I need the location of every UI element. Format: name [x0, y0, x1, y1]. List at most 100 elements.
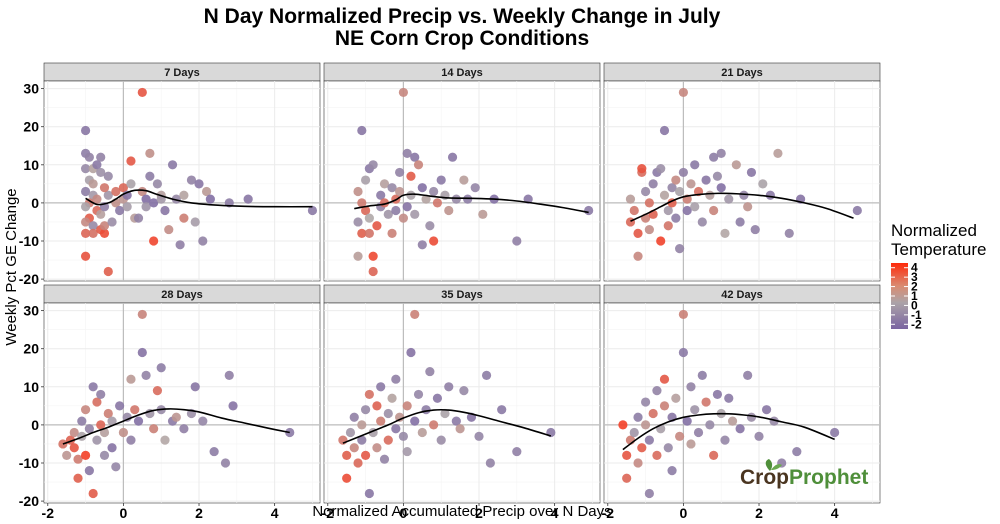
data-point: [792, 446, 802, 457]
legend-title-line1: Normalized: [891, 221, 977, 240]
logo-crop: Crop: [740, 466, 789, 489]
data-point: [126, 156, 136, 166]
y-tick-label: 0: [31, 195, 39, 211]
data-point: [402, 401, 412, 411]
data-point: [705, 190, 715, 200]
data-point: [686, 179, 696, 189]
data-point: [96, 420, 106, 430]
data-point: [701, 175, 711, 185]
data-point: [376, 190, 386, 200]
data-point: [398, 213, 408, 223]
data-point: [353, 251, 363, 261]
data-point: [122, 202, 132, 212]
data-point: [84, 466, 94, 476]
data-point: [716, 183, 726, 193]
data-point: [84, 152, 94, 162]
data-point: [149, 198, 159, 208]
data-point: [103, 171, 113, 181]
data-point: [99, 221, 110, 231]
data-point: [432, 198, 443, 208]
data-point: [357, 125, 367, 136]
data-point: [360, 405, 371, 415]
data-point: [364, 389, 374, 400]
legend-tick-label: 3: [911, 270, 918, 284]
data-point: [349, 443, 359, 453]
data-point: [92, 194, 102, 204]
data-point: [111, 186, 121, 197]
data-point: [652, 386, 662, 396]
smooth-trend-line: [630, 192, 854, 222]
data-point: [720, 228, 730, 238]
panel-5: 35 Days -2 0 2 4: [322, 284, 601, 521]
data-point: [758, 179, 768, 189]
data-point: [727, 416, 738, 426]
data-point: [198, 236, 208, 246]
x-tick-label: 2: [475, 505, 483, 521]
data-point: [307, 205, 318, 216]
cropprophet-logo: CropProphet: [740, 459, 868, 489]
data-point: [640, 397, 651, 407]
legend-tick-label: -2: [911, 317, 922, 331]
data-point: [103, 190, 113, 200]
data-point: [451, 194, 461, 204]
data-point: [342, 473, 352, 483]
data-point: [137, 186, 147, 197]
panel-2: 14 Days: [323, 62, 601, 282]
data-point: [149, 236, 159, 246]
data-point: [663, 443, 673, 453]
data-point: [425, 221, 435, 231]
data-point: [644, 435, 654, 445]
data-point: [391, 374, 401, 384]
data-point: [198, 416, 208, 426]
data-point: [391, 205, 401, 216]
data-point: [675, 431, 685, 441]
y-tick-label: -10: [19, 455, 39, 471]
facet-label: 42 Days: [721, 289, 763, 301]
data-point: [413, 160, 424, 170]
data-point: [633, 228, 643, 238]
data-point: [96, 167, 106, 178]
data-point: [417, 240, 427, 250]
data-point: [99, 183, 110, 193]
data-point: [376, 382, 386, 392]
x-tick-label: 2: [195, 505, 203, 521]
data-point: [167, 160, 178, 170]
data-point: [376, 416, 386, 426]
data-point: [342, 450, 352, 460]
data-point: [622, 450, 632, 460]
data-point: [220, 458, 231, 468]
data-point: [640, 420, 651, 430]
data-point: [690, 160, 700, 170]
data-point: [201, 186, 212, 197]
data-point: [368, 160, 378, 170]
x-tick-label: -2: [42, 505, 55, 521]
x-tick-label: 4: [831, 505, 839, 521]
leaf-icon: [771, 464, 782, 470]
data-point: [360, 175, 371, 185]
data-point: [379, 179, 390, 189]
data-point: [451, 416, 461, 426]
data-point: [406, 171, 416, 181]
data-point: [659, 401, 670, 411]
data-point: [364, 488, 374, 499]
data-point: [709, 152, 719, 162]
data-point: [209, 446, 219, 457]
data-point: [141, 370, 151, 380]
data-point: [80, 217, 91, 227]
y-tick-label: 10: [23, 379, 39, 395]
data-point: [160, 435, 170, 445]
y-tick-label: 30: [23, 81, 39, 97]
data-point: [410, 416, 420, 426]
y-tick-label: -10: [19, 233, 39, 249]
data-point: [88, 228, 98, 238]
data-point: [137, 87, 147, 98]
data-point: [633, 251, 643, 261]
data-point: [746, 412, 757, 422]
data-point: [436, 435, 446, 445]
data-point: [671, 213, 681, 223]
data-point: [357, 198, 367, 208]
data-point: [746, 167, 757, 178]
legend-tick-label: 4: [911, 261, 918, 275]
data-point: [663, 205, 673, 216]
